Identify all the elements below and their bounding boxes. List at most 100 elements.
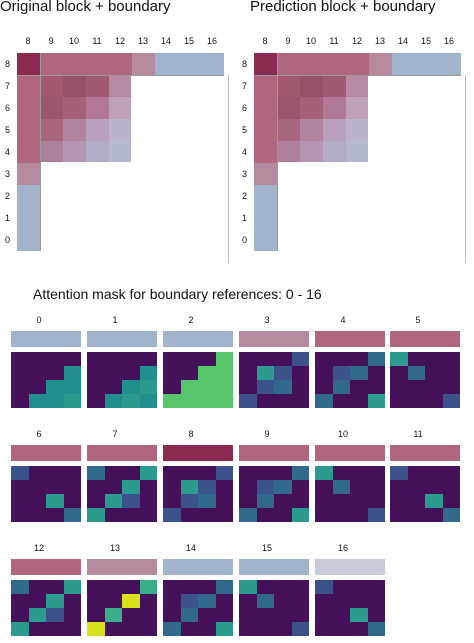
attention-cell <box>163 394 181 408</box>
column-tick-label: 10 <box>68 36 79 46</box>
attention-cell <box>87 466 105 480</box>
attention-cell <box>442 508 460 522</box>
mask-label: 2 <box>188 315 194 325</box>
mask-label: 1 <box>112 315 118 325</box>
attention-mask-matrix <box>315 580 385 636</box>
block-cell <box>63 75 86 97</box>
row-tick-label: 8 <box>4 59 10 69</box>
column-tick-label: 8 <box>262 36 268 46</box>
panel-title-original: Original block + boundary <box>0 0 171 15</box>
attention-cell <box>180 380 198 394</box>
attention-cell <box>215 380 233 394</box>
boundary-reference-bar <box>315 331 385 347</box>
block-cell <box>40 141 63 163</box>
boundary-reference-bar <box>315 559 385 575</box>
row-tick-label: 4 <box>241 147 247 157</box>
mask-label: 11 <box>413 429 423 439</box>
panel-divider-line <box>228 75 229 263</box>
attention-cell <box>215 352 233 366</box>
boundary-left-cell <box>17 185 40 207</box>
attention-cell <box>198 480 216 494</box>
attention-cell <box>367 622 385 636</box>
boundary-left-cell <box>17 75 40 97</box>
attention-cell <box>256 594 274 608</box>
attention-cell <box>198 494 216 508</box>
block-cell <box>300 119 323 141</box>
attention-mask-matrix <box>163 352 233 408</box>
block-cell <box>63 141 86 163</box>
row-tick-label: 3 <box>241 169 247 179</box>
attention-cell <box>46 494 64 508</box>
block-cell <box>86 75 109 97</box>
boundary-left-cell <box>254 75 277 97</box>
boundary-reference-bar <box>390 331 460 347</box>
axis-line-horizontal <box>254 75 461 76</box>
block-cell <box>109 75 132 97</box>
attention-cell <box>104 494 122 508</box>
boundary-top-cell <box>86 53 109 75</box>
mask-label: 8 <box>188 429 194 439</box>
attention-cell <box>11 580 29 594</box>
attention-cell <box>442 394 460 408</box>
attention-cell <box>390 466 408 480</box>
attention-mask-matrix <box>163 466 233 522</box>
attention-cell <box>63 380 81 394</box>
attention-cell <box>104 394 122 408</box>
block-cell <box>323 119 346 141</box>
block-cell <box>300 75 323 97</box>
boundary-left-cell <box>17 229 40 251</box>
original-block-panel: 8 9 10 11 12 13 14 15 16 8 7 6 5 4 3 2 1 0 <box>0 0 237 270</box>
attention-cell <box>139 394 157 408</box>
block-cell <box>109 119 132 141</box>
attention-cell <box>198 394 216 408</box>
attention-cell <box>180 394 198 408</box>
mask-label: 13 <box>109 543 120 553</box>
boundary-top-cell <box>277 53 300 75</box>
attention-cell <box>46 608 64 622</box>
mask-label: 4 <box>340 315 346 325</box>
block-cell <box>109 97 132 119</box>
attention-cell <box>180 608 198 622</box>
attention-cell <box>139 466 157 480</box>
attention-mask-matrix <box>315 466 385 522</box>
mask-label: 7 <box>112 429 118 439</box>
boundary-top-cell <box>415 53 438 75</box>
attention-cell <box>63 508 81 522</box>
boundary-reference-bar <box>11 331 81 347</box>
attention-cell <box>11 466 29 480</box>
row-tick-label: 6 <box>241 103 247 113</box>
attention-cell <box>367 352 385 366</box>
boundary-reference-bar <box>87 331 157 347</box>
attention-cell <box>198 366 216 380</box>
attention-cell <box>332 380 350 394</box>
attention-cell <box>215 622 233 636</box>
row-tick-label: 8 <box>241 59 247 69</box>
column-tick-label: 16 <box>443 36 454 46</box>
attention-cell <box>122 480 140 494</box>
attention-cell <box>180 594 198 608</box>
block-cell <box>86 97 109 119</box>
row-tick-label: 5 <box>241 125 247 135</box>
boundary-top-cell <box>346 53 369 75</box>
boundary-reference-bar <box>390 445 460 461</box>
column-tick-label: 12 <box>351 36 362 46</box>
attention-mask-matrix <box>11 466 81 522</box>
boundary-reference-bar <box>239 331 309 347</box>
block-cell <box>86 141 109 163</box>
attention-cell <box>367 394 385 408</box>
column-tick-label: 15 <box>420 36 431 46</box>
attention-cell <box>46 394 64 408</box>
attention-cell <box>122 594 140 608</box>
attention-cell <box>256 366 274 380</box>
column-tick-label: 16 <box>206 36 217 46</box>
attention-cell <box>291 352 309 366</box>
boundary-reference-bar <box>87 559 157 575</box>
column-tick-label: 12 <box>114 36 125 46</box>
boundary-left-cell <box>254 141 277 163</box>
mask-label: 0 <box>36 315 42 325</box>
attention-mask-matrix <box>87 466 157 522</box>
attention-mask-matrix <box>239 352 309 408</box>
mask-label: 16 <box>337 543 348 553</box>
attention-cell <box>46 380 64 394</box>
row-tick-label: 5 <box>4 125 10 135</box>
